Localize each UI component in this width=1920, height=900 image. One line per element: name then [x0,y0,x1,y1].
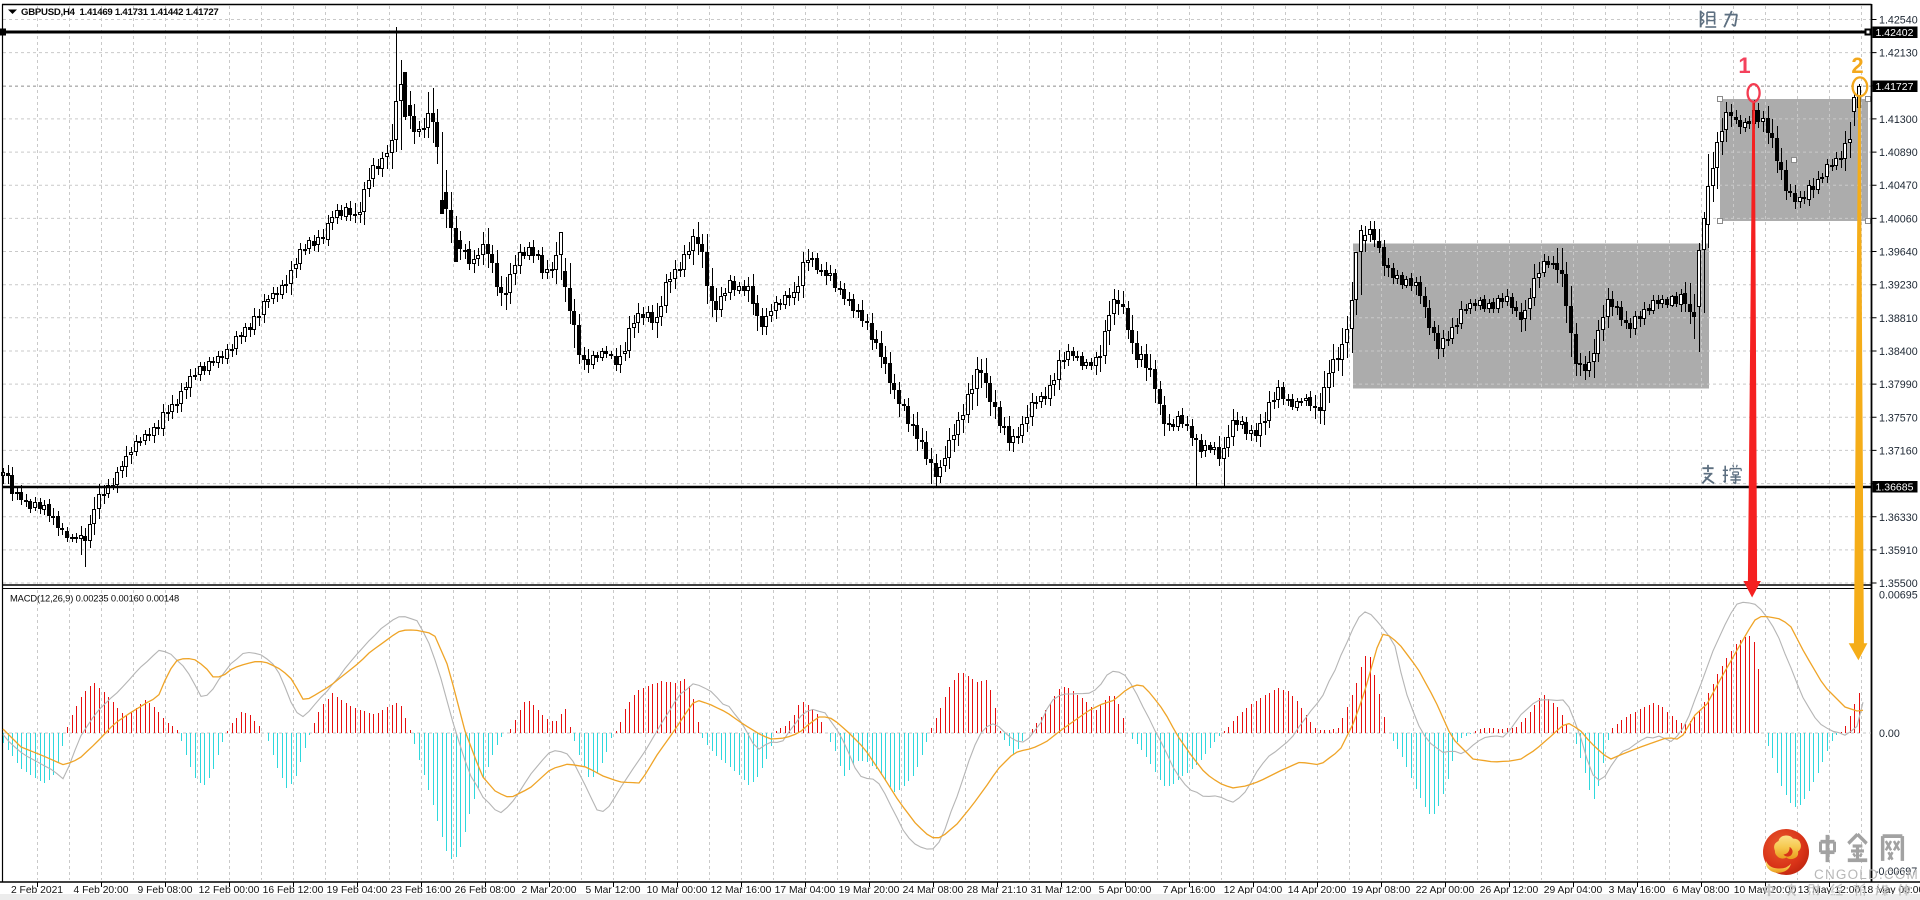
svg-text:19 Apr 08:00: 19 Apr 08:00 [1352,885,1411,896]
svg-text:23 Feb 16:00: 23 Feb 16:00 [391,885,452,896]
svg-text:10 Mar 00:00: 10 Mar 00:00 [647,885,708,896]
svg-text:12 Apr 04:00: 12 Apr 04:00 [1224,885,1283,896]
svg-text:1.40890: 1.40890 [1879,147,1918,159]
svg-text:9 Feb 08:00: 9 Feb 08:00 [138,885,193,896]
svg-text:31 Mar 12:00: 31 Mar 12:00 [1031,885,1092,896]
svg-text:22 Apr 00:00: 22 Apr 00:00 [1416,885,1475,896]
svg-text:1.35500: 1.35500 [1879,578,1918,590]
svg-text:5 Apr 00:00: 5 Apr 00:00 [1099,885,1152,896]
svg-text:28 Mar 21:10: 28 Mar 21:10 [967,885,1028,896]
svg-text:3 May 16:00: 3 May 16:00 [1609,885,1666,896]
svg-text:1.37570: 1.37570 [1879,412,1918,424]
svg-text:5 Mar 12:00: 5 Mar 12:00 [586,885,641,896]
svg-text:29 Apr 04:00: 29 Apr 04:00 [1544,885,1603,896]
svg-text:0.00695: 0.00695 [1879,590,1918,602]
svg-text:17 Mar 04:00: 17 Mar 04:00 [775,885,836,896]
svg-text:GBPUSD,H4 1.41469 1.41731 1.4: GBPUSD,H4 1.41469 1.41731 1.41442 1.4172… [21,7,219,18]
svg-text:7 Apr 16:00: 7 Apr 16:00 [1163,885,1216,896]
svg-text:24 Mar 08:00: 24 Mar 08:00 [903,885,964,896]
svg-text:1.39230: 1.39230 [1879,280,1918,292]
svg-text:1.38810: 1.38810 [1879,313,1918,325]
svg-text:1.42402: 1.42402 [1876,27,1914,39]
svg-text:14 Apr 20:00: 14 Apr 20:00 [1288,885,1347,896]
svg-text:1.42130: 1.42130 [1879,48,1918,60]
svg-text:1.35910: 1.35910 [1879,545,1918,557]
svg-text:CNGOLD.COM.CN: CNGOLD.COM.CN [1814,867,1920,882]
svg-text:1.38400: 1.38400 [1879,346,1918,358]
svg-text:1.37160: 1.37160 [1879,445,1918,457]
svg-text:26 Apr 12:00: 26 Apr 12:00 [1480,885,1539,896]
svg-text:19 Feb 04:00: 19 Feb 04:00 [327,885,388,896]
svg-text:1.39640: 1.39640 [1879,247,1918,259]
svg-text:12 Mar 16:00: 12 Mar 16:00 [711,885,772,896]
svg-text:1.37990: 1.37990 [1879,379,1918,391]
svg-text:MACD(12,26,9) 0.00235 0.00160: MACD(12,26,9) 0.00235 0.00160 0.00148 [10,593,179,604]
svg-text:16 Feb 12:00: 16 Feb 12:00 [263,885,324,896]
svg-text:26 Feb 08:00: 26 Feb 08:00 [455,885,516,896]
svg-text:1.36330: 1.36330 [1879,512,1918,524]
svg-text:18 May 00:00: 18 May 00:00 [1862,885,1920,896]
svg-text:12 Feb 00:00: 12 Feb 00:00 [199,885,260,896]
svg-text:2: 2 [1851,53,1863,78]
svg-text:1.42540: 1.42540 [1879,15,1918,27]
svg-text:6 May 08:00: 6 May 08:00 [1673,885,1730,896]
svg-text:19 Mar 20:00: 19 Mar 20:00 [839,885,900,896]
svg-text:1.41727: 1.41727 [1876,81,1914,93]
svg-text:13 May 12:00: 13 May 12:00 [1798,885,1861,896]
svg-text:1.41300: 1.41300 [1879,114,1918,126]
svg-text:0.00: 0.00 [1879,728,1900,740]
svg-text:4 Feb 20:00: 4 Feb 20:00 [74,885,129,896]
svg-text:2 Feb 2021: 2 Feb 2021 [11,885,63,896]
svg-text:1: 1 [1738,53,1750,78]
svg-text:2 Mar 20:00: 2 Mar 20:00 [522,885,577,896]
svg-text:-0.00697: -0.00697 [1875,866,1917,878]
svg-text:1.36685: 1.36685 [1876,482,1914,494]
svg-text:1.40470: 1.40470 [1879,180,1918,192]
svg-text:1.40060: 1.40060 [1879,213,1918,225]
